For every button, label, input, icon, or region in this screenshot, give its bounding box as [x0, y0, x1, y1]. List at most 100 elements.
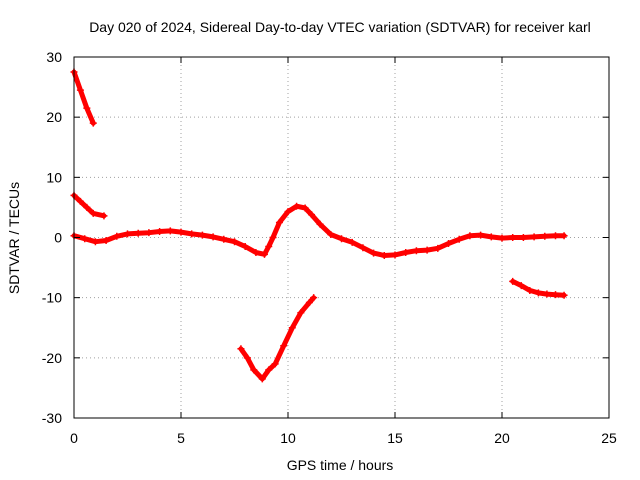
data-point — [412, 247, 420, 255]
data-point — [301, 204, 309, 212]
data-point — [83, 104, 91, 112]
data-point — [560, 291, 568, 299]
data-point — [509, 234, 517, 241]
series-trace — [71, 192, 107, 219]
x-tick-label: 0 — [70, 430, 78, 446]
x-tick-label: 20 — [494, 430, 510, 446]
data-point — [83, 203, 91, 211]
data-point — [265, 243, 273, 251]
data-point — [445, 240, 452, 248]
data-point — [288, 324, 296, 332]
data-point — [466, 232, 474, 240]
data-point — [308, 211, 316, 219]
data-point — [423, 246, 431, 254]
data-point — [100, 212, 108, 220]
y-tick-label: 30 — [46, 49, 62, 65]
x-tick-label: 10 — [280, 430, 296, 446]
data-point — [284, 208, 292, 216]
data-point — [269, 234, 277, 241]
data-point — [519, 234, 527, 241]
data-point — [297, 309, 305, 317]
data-point — [166, 227, 174, 235]
x-axis-label: GPS time / hours — [287, 457, 394, 473]
data-point — [402, 249, 410, 257]
data-point — [145, 229, 153, 237]
chart-title: Day 020 of 2024, Sidereal Day-to-day VTE… — [89, 19, 591, 35]
y-tick-label: 20 — [46, 109, 62, 125]
data-point — [541, 232, 549, 240]
data-point — [258, 375, 266, 383]
data-point — [91, 238, 99, 246]
data-point — [260, 250, 268, 258]
data-point — [498, 234, 506, 242]
data-point — [391, 251, 399, 259]
data-marks — [70, 68, 568, 383]
x-tick-label: 25 — [601, 430, 617, 446]
data-point — [81, 235, 89, 243]
data-point — [477, 231, 485, 239]
data-point — [338, 235, 345, 243]
y-tick-label: -20 — [42, 350, 62, 366]
y-tick-label: 0 — [54, 230, 62, 246]
data-point — [265, 366, 273, 374]
data-point — [293, 202, 301, 210]
data-point — [113, 232, 121, 240]
data-point — [76, 197, 84, 205]
data-point — [316, 220, 324, 228]
data-point — [102, 237, 110, 245]
data-point — [370, 249, 378, 257]
data-point — [76, 86, 84, 94]
data-point — [209, 233, 217, 241]
data-point — [552, 291, 559, 299]
data-point — [280, 342, 288, 350]
y-axis-label: SDTVAR / TECUs — [6, 182, 22, 294]
data-point — [243, 354, 251, 362]
data-point — [434, 244, 442, 252]
data-point — [89, 209, 97, 217]
data-point — [198, 231, 206, 239]
data-point — [89, 119, 97, 127]
data-point — [177, 228, 185, 236]
data-point — [534, 289, 542, 297]
data-point — [359, 244, 367, 252]
data-point — [348, 238, 356, 246]
axis-ticks: 0 5 10 15 20 25 -30 -20 -10 0 10 20 30 — [42, 49, 617, 446]
series-arc-5 — [509, 277, 568, 299]
data-point — [252, 249, 260, 257]
data-point — [487, 233, 495, 241]
data-point — [250, 366, 258, 374]
y-tick-label: 10 — [46, 169, 62, 185]
data-point — [220, 235, 228, 243]
y-tick-label: -10 — [42, 290, 62, 306]
data-point — [530, 233, 538, 241]
data-point — [380, 252, 388, 260]
data-point — [526, 286, 534, 294]
data-point — [271, 360, 279, 368]
y-tick-label: -30 — [42, 410, 62, 426]
data-point — [305, 298, 313, 306]
series-trace — [71, 203, 567, 258]
series-arc-4 — [237, 294, 318, 383]
data-point — [188, 230, 196, 238]
series-arc-3 — [70, 202, 568, 260]
x-tick-label: 5 — [177, 430, 185, 446]
data-point — [310, 294, 318, 302]
data-point — [231, 238, 238, 246]
data-point — [156, 227, 164, 235]
data-point — [134, 229, 142, 237]
data-point — [552, 232, 559, 240]
series-trace — [71, 69, 96, 126]
series-arc-2 — [70, 191, 108, 220]
data-point — [560, 232, 568, 240]
data-point — [509, 277, 517, 285]
series-trace — [238, 295, 317, 382]
data-point — [237, 345, 245, 353]
x-tick-label: 15 — [387, 430, 403, 446]
data-point — [455, 235, 463, 243]
data-point — [124, 230, 131, 238]
data-point — [517, 282, 525, 290]
data-point — [241, 243, 249, 251]
data-point — [543, 290, 551, 298]
